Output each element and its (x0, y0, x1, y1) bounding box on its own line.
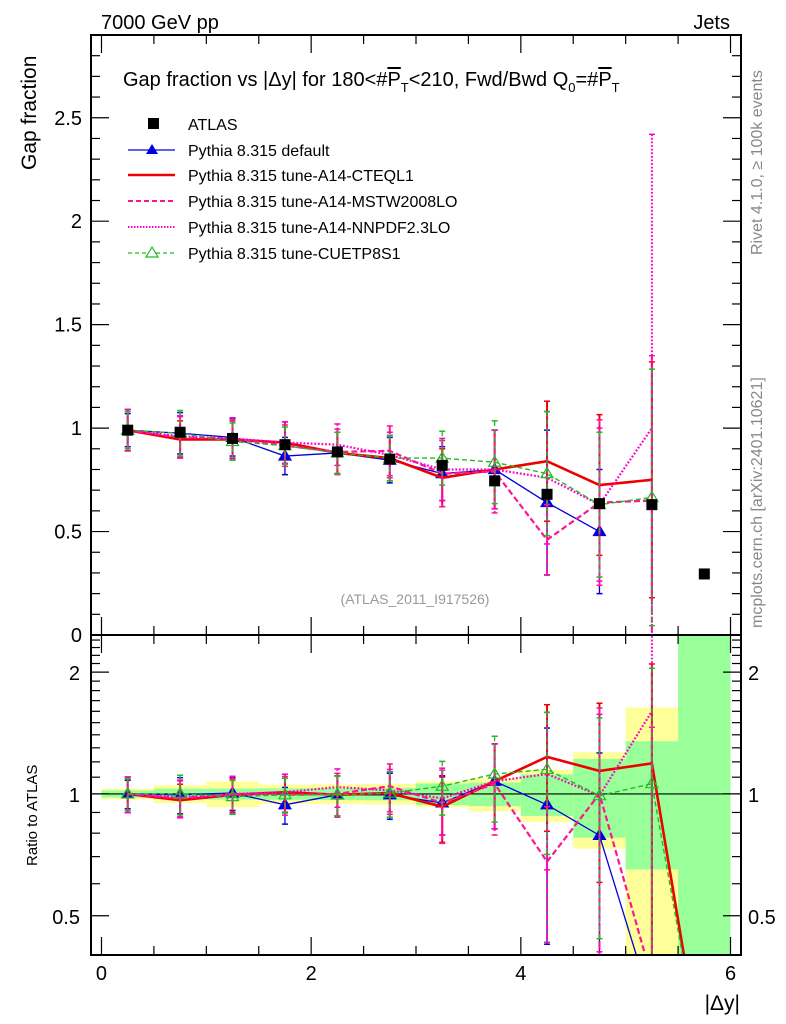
atlas-data-points (122, 424, 710, 580)
ratio-tick-label-right: 0.5 (748, 907, 776, 929)
atlas-data-point (593, 498, 605, 510)
mcplots-label: mcplots.cern.ch [arXiv:2401.10621] (749, 377, 766, 628)
series-line (127, 429, 652, 506)
atlas-data-point (122, 424, 134, 436)
legend-label-atlas: ATLAS (188, 117, 238, 134)
triangle-marker (592, 788, 607, 801)
atlas-data-point (174, 426, 186, 438)
ratio-tick-label-left: 2 (69, 663, 80, 685)
legend-label-mstw: Pythia 8.315 tune-A14-MSTW2008LO (188, 194, 457, 211)
series-ratio-4 (120, 667, 684, 955)
ratio-series-layer (120, 635, 686, 1010)
legend-marker-default (146, 144, 158, 154)
series-main-4 (120, 368, 659, 627)
header-right: Jets (693, 12, 730, 34)
legend-label-nnpdf: Pythia 8.315 tune-A14-NNPDF2.3LO (188, 220, 450, 237)
triangle-marker (487, 455, 502, 467)
triangle-marker (277, 787, 293, 800)
atlas-data-point (331, 446, 343, 458)
legend-label-cuetp8s1: Pythia 8.315 tune-CUETP8S1 (188, 246, 401, 263)
series-line (127, 429, 600, 533)
ratio-y-axis-label: Ratio to ATLAS (24, 765, 41, 866)
y-tick-label: 1 (71, 418, 82, 440)
triangle-marker (539, 466, 555, 479)
analysis-label: (ATLAS_2011_I917526) (341, 591, 490, 607)
ratio-tick-label-right: 2 (748, 663, 759, 685)
atlas-data-point (698, 568, 710, 580)
x-tick-label: 2 (306, 963, 317, 985)
x-axis-label: |Δy| (705, 992, 740, 1015)
y-tick-label: 0.5 (54, 522, 82, 544)
y-tick-label: 2 (71, 211, 82, 233)
rivet-label: Rivet 4.1.0, ≥ 100k events (749, 70, 766, 255)
series-line (127, 768, 684, 955)
x-tick-label: 4 (515, 963, 526, 985)
x-tick-label: 0 (96, 963, 107, 985)
ratio-tick-label-right: 1 (748, 785, 759, 807)
atlas-data-point (489, 475, 501, 487)
legend-marker-atlas (148, 118, 159, 129)
triangle-marker (382, 785, 397, 798)
legend-label-cteql1: Pythia 8.315 tune-A14-CTEQL1 (188, 168, 414, 185)
ratio-tick-label-left: 0.5 (52, 907, 80, 929)
triangle-marker (225, 789, 240, 802)
series-line (127, 710, 653, 800)
triangle-marker (539, 762, 555, 774)
atlas-data-point (384, 453, 396, 465)
legend-marker-cuetp8s1 (144, 245, 160, 258)
triangle-marker (644, 776, 659, 789)
y-tick-label: 1.5 (54, 315, 82, 337)
header-left: 7000 GeV pp (101, 12, 219, 34)
triangle-marker (330, 787, 345, 800)
y-tick-label: 2.5 (54, 108, 82, 130)
x-tick-label: 6 (725, 963, 736, 985)
y-axis-label: Gap fraction (18, 56, 41, 170)
ratio-tick-label-left: 1 (69, 785, 80, 807)
plot-title: Gap fraction vs |Δy| for 180<#PT<210, Fw… (123, 69, 620, 95)
triangle-marker (435, 779, 450, 791)
legend-label-default: Pythia 8.315 default (188, 143, 330, 160)
legend: ATLAS Pythia 8.315 default Pythia 8.315 … (128, 117, 457, 263)
atlas-data-point (227, 432, 239, 444)
band-stat (678, 635, 731, 955)
atlas-data-point (646, 499, 658, 511)
y-tick-label: 0 (71, 625, 82, 647)
atlas-data-point (541, 488, 553, 500)
triangle-marker (487, 766, 502, 779)
triangle-marker (120, 786, 135, 799)
atlas-data-point (436, 459, 448, 471)
axes: 0 2 4 6 0 0.5 1 1.5 2 2.5 0.5 0.5 1 1 2 2 (52, 34, 776, 985)
triangle-marker (646, 1000, 658, 1010)
title-pt1: P (387, 69, 400, 91)
triangle-marker (173, 786, 188, 799)
atlas-data-point (279, 439, 291, 451)
